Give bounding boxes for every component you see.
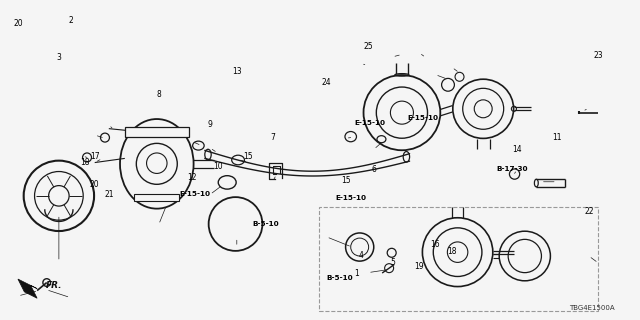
Text: 25: 25 xyxy=(363,42,373,51)
Text: 7: 7 xyxy=(270,133,275,142)
Text: 20: 20 xyxy=(90,180,100,189)
Text: 11: 11 xyxy=(552,133,561,142)
Text: B-17-30: B-17-30 xyxy=(496,166,528,172)
Text: 24: 24 xyxy=(321,78,332,87)
Text: E-15-10: E-15-10 xyxy=(180,191,211,196)
Polygon shape xyxy=(18,279,37,298)
Text: B-5-10: B-5-10 xyxy=(252,221,279,227)
Text: 5: 5 xyxy=(390,258,395,267)
Text: 6: 6 xyxy=(371,165,376,174)
Text: 17: 17 xyxy=(90,152,100,161)
Text: 22: 22 xyxy=(584,207,593,216)
Text: E-15-10: E-15-10 xyxy=(407,115,438,121)
Text: 1: 1 xyxy=(354,269,359,278)
Text: TBG4E1500A: TBG4E1500A xyxy=(569,305,614,311)
Text: 15: 15 xyxy=(340,176,351,185)
Text: 15: 15 xyxy=(243,152,253,161)
Bar xyxy=(125,127,189,137)
Text: 12: 12 xyxy=(188,173,196,182)
Text: 14: 14 xyxy=(512,145,522,154)
Bar xyxy=(134,194,179,201)
Text: 13: 13 xyxy=(232,68,242,76)
Text: E-15-10: E-15-10 xyxy=(335,196,366,201)
Text: 18: 18 xyxy=(447,247,456,256)
Text: 19: 19 xyxy=(414,262,424,271)
Text: 2: 2 xyxy=(68,16,73,25)
Text: FR.: FR. xyxy=(46,281,63,290)
Text: 20: 20 xyxy=(13,19,23,28)
Text: 10: 10 xyxy=(212,162,223,171)
Text: 23: 23 xyxy=(593,52,604,60)
Text: 9: 9 xyxy=(207,120,212,129)
Text: 18: 18 xyxy=(81,158,90,167)
Text: E-15-10: E-15-10 xyxy=(355,120,385,126)
Bar xyxy=(319,207,598,311)
Text: 4: 4 xyxy=(358,252,364,260)
Text: 21: 21 xyxy=(104,190,113,199)
Text: 8: 8 xyxy=(156,90,161,99)
Text: 16: 16 xyxy=(430,240,440,249)
Text: 3: 3 xyxy=(56,53,61,62)
Text: B-5-10: B-5-10 xyxy=(326,276,353,281)
